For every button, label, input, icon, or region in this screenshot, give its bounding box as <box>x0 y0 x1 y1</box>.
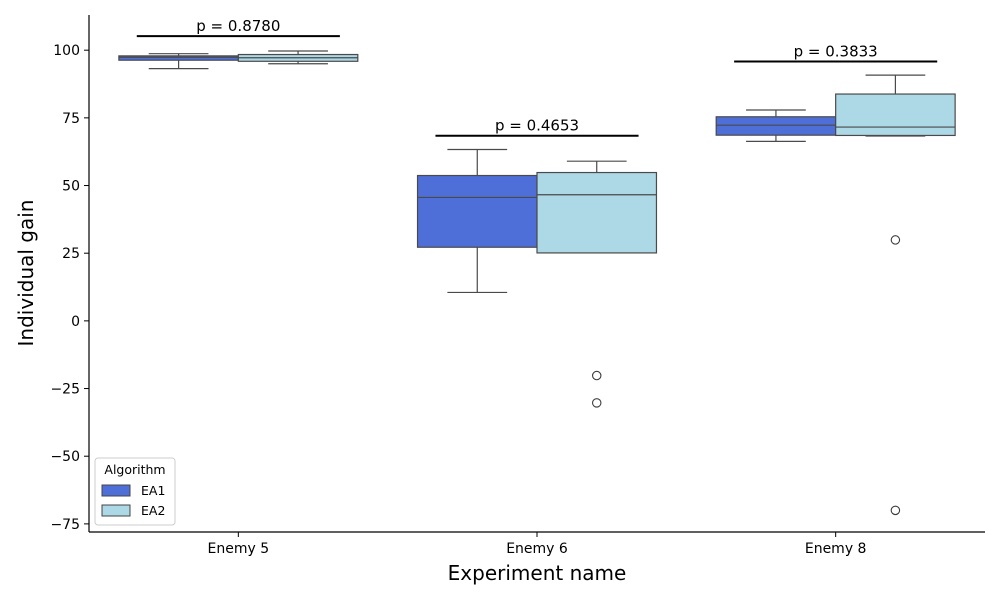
box-body <box>118 55 239 61</box>
legend: Algorithm EA1 EA2 <box>94 457 176 526</box>
y-tick-label: 100 <box>53 43 80 59</box>
y-tick-label: 25 <box>62 246 80 262</box>
x-axis-label: Experiment name <box>448 561 627 585</box>
box-ea2-1 <box>536 160 658 408</box>
box-ea1-2 <box>715 109 837 143</box>
x-tick-label: Enemy 5 <box>208 541 270 557</box>
legend-title: Algorithm <box>104 462 165 477</box>
outlier-point <box>591 398 602 408</box>
y-tick-label: −75 <box>50 517 80 533</box>
box-body <box>416 174 538 248</box>
legend-swatch-ea2 <box>101 504 131 517</box>
box-body <box>835 93 956 137</box>
outlier-point <box>591 370 602 381</box>
y-tick-label: 50 <box>62 179 80 195</box>
outlier-point <box>890 505 901 516</box>
x-tick-label: Enemy 6 <box>506 541 568 557</box>
box-ea2-2 <box>835 74 956 516</box>
outlier-point <box>890 235 901 245</box>
p-value-label: p = 0.8780 <box>196 17 280 35</box>
y-tick-label: 75 <box>62 111 80 127</box>
legend-swatch-ea1 <box>101 484 131 497</box>
p-value-label: p = 0.3833 <box>794 43 878 61</box>
y-axis-label: Individual gain <box>14 200 38 347</box>
box-ea1-0 <box>118 53 239 70</box>
y-tick-label: 0 <box>71 314 80 330</box>
legend-label-ea1: EA1 <box>141 483 165 498</box>
plot-area: −75 −50 −25 0 25 50 75 100 Enemy 5 Enemy 6 Enemy 8… <box>50 15 985 557</box>
y-tick-label: −25 <box>50 382 80 398</box>
legend-label-ea2: EA2 <box>141 503 165 518</box>
box-body <box>536 171 658 254</box>
box-body <box>715 116 837 136</box>
p-value-label: p = 0.4653 <box>495 117 579 135</box>
box-ea2-0 <box>237 50 359 65</box>
y-tick-label: −50 <box>50 449 80 465</box>
box-ea1-1 <box>416 148 538 294</box>
x-tick-label: Enemy 8 <box>805 541 867 557</box>
